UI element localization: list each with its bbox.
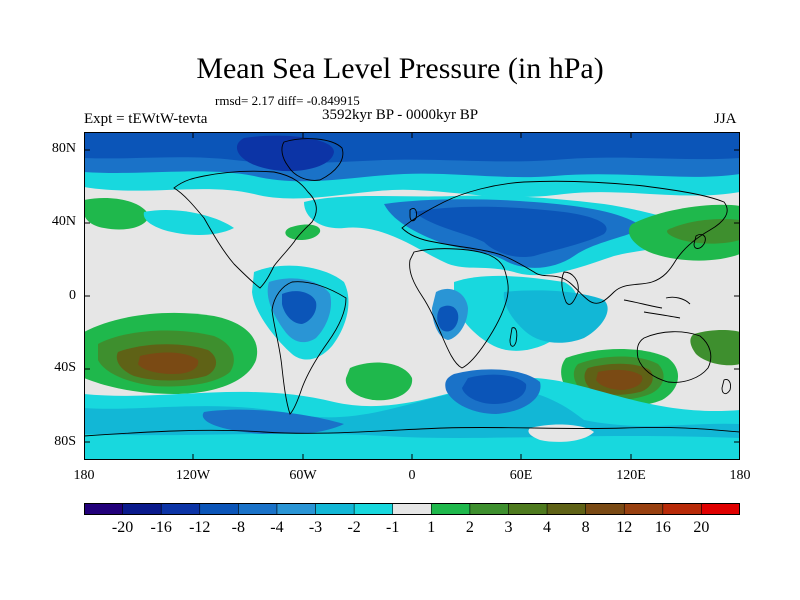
colorbar-box [469,503,510,515]
field-antarctic-lighter [84,433,740,460]
coast-uk [409,207,417,222]
colorbar-label: -1 [386,519,400,536]
lat-label-40s: 40S [54,360,76,375]
lat-label-0: 0 [69,288,76,303]
period-label: 3592kyr BP - 0000kyr BP [322,107,479,123]
colorbar-box [392,503,432,515]
field-africa-deep [437,305,459,332]
colorbar-label: 20 [693,519,710,536]
map-frame [84,132,740,460]
colorbar-label: -4 [270,519,284,536]
map-title: Mean Sea Level Pressure (in hPa) [196,52,604,85]
colorbar-label: 4 [543,519,552,536]
lon-label-60w: 60W [289,468,317,483]
colorbar-box [701,503,740,515]
lat-label-40n: 40N [51,214,76,229]
field-southern-low-core [462,374,527,404]
colorbar-label: -2 [347,519,361,536]
experiment-label: Expt = tEWtW-tevta [84,111,208,127]
colorbar-label: -8 [231,519,245,536]
field-npac-light [143,209,234,235]
lon-label-180w: 180 [73,468,95,483]
stats-text: rmsd= 2.17 diff= -0.849915 [215,93,360,108]
field-indian-light [503,290,608,343]
field-npac-high-left [84,197,149,230]
coast-australia [636,331,712,383]
colorbar-box [508,503,548,515]
coast-antarctica [84,426,740,437]
field-spac-high-core [138,352,199,374]
colorbar-box [238,503,278,515]
colorbar-box [84,503,124,515]
field-eurasia-deep [414,206,607,258]
colorbar-label: 2 [465,519,474,536]
coastlines [84,138,740,437]
coast-indonesia [623,296,691,319]
coast-new-zealand [721,379,731,395]
colorbar-label: 3 [504,519,513,536]
colorbar-label: -12 [189,519,211,536]
colorbar-label: 16 [654,519,671,536]
lon-label-60e: 60E [509,468,533,483]
field-npac-high-right-core [667,218,740,244]
colorbar-label: 12 [616,519,633,536]
colorbar-box [662,503,703,515]
colorbar-box [546,503,587,515]
field-natl-high [285,224,321,240]
lon-label-120e: 120E [616,468,646,483]
pressure-map [84,132,740,460]
colorbar-box [353,503,394,515]
lon-label-120w: 120W [175,468,211,483]
colorbar-label: 1 [427,519,436,536]
coast-north-america [173,170,317,289]
field-greenland-low [236,135,334,172]
colorbar-label: -16 [150,519,172,536]
field-sind-high-core [596,369,643,390]
colorbar-box [315,503,355,515]
colorbar-box [276,503,317,515]
coast-madagascar [509,327,518,347]
lat-label-80s: 80S [54,434,76,449]
colorbar-box [160,503,201,515]
coast-greenland [281,138,344,181]
colorbar-box [623,503,664,515]
colorbar [84,503,740,515]
coast-india [561,271,579,305]
coast-japan [693,233,706,249]
colorbar-label: 8 [581,519,590,536]
colorbar-frame [84,503,740,515]
colorbar-box [199,503,239,515]
coast-eurasia [401,180,728,304]
coast-africa [409,248,509,369]
lon-label-180e: 180 [729,468,751,483]
field-samerica-deep [282,291,317,324]
colorbar-label: -3 [308,519,323,536]
colorbar-box [430,503,471,515]
colorbar-box [122,503,162,515]
lon-label-0: 0 [408,468,416,483]
season-label: JJA [714,111,737,127]
field-satl-high [345,362,413,401]
coast-south-america [271,281,347,415]
colorbar-box [585,503,625,515]
field-southern-deep [202,409,344,435]
lat-label-80n: 80N [51,141,76,156]
colorbar-label: -20 [111,519,134,536]
